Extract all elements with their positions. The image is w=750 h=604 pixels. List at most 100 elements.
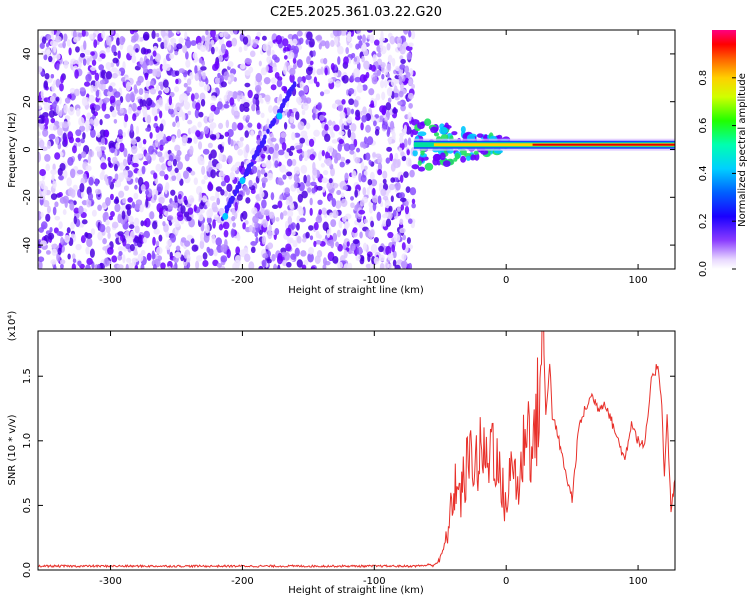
noise-blob [340,198,348,208]
noise-blob [154,68,162,78]
noise-blob [166,135,172,142]
noise-blob [349,150,355,155]
noise-blob [373,236,379,244]
noise-blob [202,148,210,155]
noise-blob [135,48,139,53]
noise-blob [140,263,145,269]
noise-blob [111,221,119,229]
noise-blob [268,105,273,114]
noise-blob [160,41,165,50]
noise-blob [404,65,410,74]
noise-blob [403,138,408,148]
noise-blob [281,142,287,151]
ridge-scatter [433,132,440,137]
noise-blob [199,92,206,102]
noise-blob [197,141,203,150]
noise-blob [96,132,101,138]
noise-blob [227,136,231,145]
noise-blob [94,72,100,82]
noise-blob [66,39,71,47]
noise-blob [155,125,160,133]
noise-blob [322,170,329,176]
noise-blob [216,162,223,170]
streak-blob [224,205,229,211]
noise-blob [261,177,268,184]
noise-blob [108,160,112,167]
noise-blob [296,215,301,224]
noise-blob [301,109,306,116]
noise-blob [402,234,406,241]
noise-blob [122,170,129,178]
noise-blob [83,40,87,50]
noise-blob [50,117,56,124]
noise-blob [163,57,167,67]
noise-blob [145,189,150,196]
noise-blob [245,143,250,153]
noise-blob [324,124,329,131]
noise-blob [365,124,371,133]
noise-blob [164,185,168,195]
noise-blob [235,246,241,255]
noise-blob [114,203,121,213]
noise-blob [38,119,45,124]
noise-blob [272,54,278,61]
noise-blob [405,157,412,167]
noise-blob [199,240,205,250]
noise-blob [141,165,146,175]
noise-blob [174,195,178,203]
noise-blob [289,145,295,151]
noise-blob [140,47,147,55]
noise-blob [296,259,303,268]
noise-blob [205,30,209,36]
colorbar-tick-label: 0.4 [698,165,709,181]
noise-blob [363,170,368,177]
noise-blob [154,115,158,122]
noise-blob [258,265,264,269]
noise-blob [283,121,288,130]
noise-blob [386,130,390,137]
noise-blob [252,42,258,48]
snr-panel: -300 -200 -100 0 100 0.0 0.5 1.0 1.5 Height of … [7,311,676,596]
noise-blob [342,228,347,236]
noise-blob [265,159,272,170]
noise-blob [59,259,66,265]
noise-blob [136,80,142,86]
noise-blob [118,251,123,257]
noise-blob [220,244,227,253]
noise-blob [231,37,238,47]
noise-blob [274,143,280,152]
noise-blob [146,252,152,261]
noise-blob [244,82,251,88]
noise-blob [257,169,261,179]
noise-blob [84,119,91,127]
ridge-scatter [412,149,418,157]
noise-blob [399,63,406,70]
noise-blob [84,97,89,106]
noise-blob [385,102,392,111]
noise-blob [203,84,211,92]
noise-blob [308,38,315,48]
noise-blob [267,230,273,240]
noise-blob [142,138,147,145]
noise-blob [200,66,207,71]
noise-blob [292,63,297,70]
noise-blob [408,78,413,86]
noise-blob [358,246,363,256]
noise-blob [298,90,305,97]
noise-blob [354,115,361,121]
noise-blob [326,182,333,190]
noise-blob [88,176,94,186]
noise-blob [155,102,159,108]
noise-blob [302,102,309,111]
noise-blob [303,150,308,157]
noise-blob [283,86,288,94]
noise-blob [382,183,389,191]
noise-blob [320,66,324,75]
noise-blob [146,48,152,54]
noise-blob [256,110,261,116]
noise-blob [206,209,213,219]
noise-blob [374,114,380,119]
noise-blob [94,188,102,195]
noise-blob [160,30,166,37]
noise-blob [97,204,102,211]
